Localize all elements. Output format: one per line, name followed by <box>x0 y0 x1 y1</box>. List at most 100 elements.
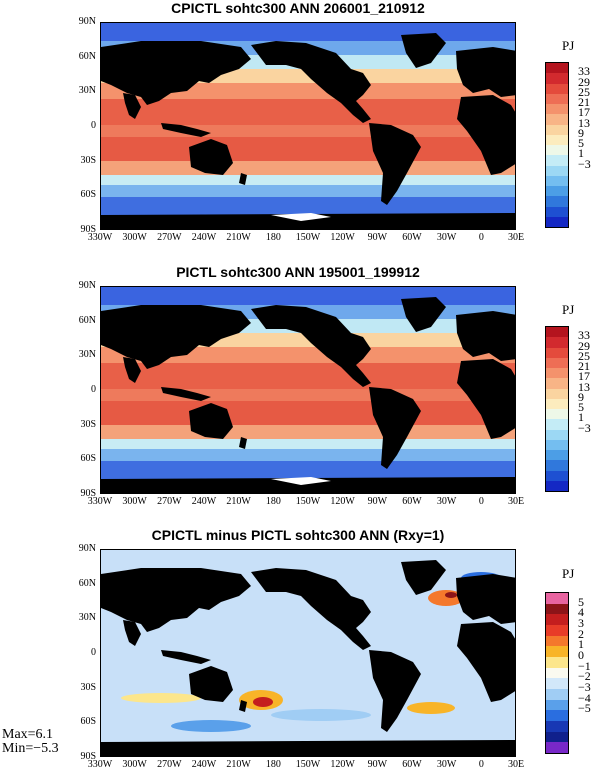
colorbar-swatch <box>546 678 568 689</box>
anomaly-blob <box>253 697 273 707</box>
lat-tick-label: 60N <box>78 50 96 62</box>
land-mass <box>189 403 233 439</box>
lon-tick-label: 150W <box>295 759 321 770</box>
colorbar-swatch <box>546 470 568 481</box>
lon-tick-label: 90W <box>367 232 388 243</box>
lon-tick-label: 30E <box>507 496 525 507</box>
lat-tick-label: 60S <box>80 453 96 465</box>
lat-tick-label: 60S <box>80 189 96 201</box>
anomaly-blob <box>407 702 455 714</box>
land-mass <box>101 305 251 369</box>
land-mass <box>251 305 371 387</box>
colorbar-label: 17 <box>578 105 590 120</box>
land-mass <box>369 123 421 205</box>
colorbar-swatch <box>546 667 568 679</box>
lon-tick-label: 60W <box>402 232 422 243</box>
lon-tick-label: 210W <box>226 232 251 243</box>
lat-tick-label: 30N <box>78 612 96 624</box>
colorbar-swatch <box>546 134 568 145</box>
colorbar-label: −3 <box>578 156 591 171</box>
land-mass <box>457 359 515 439</box>
lon-tick-label: 60W <box>402 759 422 770</box>
land-mass <box>369 650 421 732</box>
lon-tick-label: 150W <box>295 496 321 507</box>
lon-tick-label: 240W <box>191 232 217 243</box>
lon-tick-label: 0 <box>478 232 484 243</box>
colorbar-label: 3 <box>578 616 584 630</box>
lon-tick-label: 270W <box>157 496 182 507</box>
land-mass <box>101 41 251 105</box>
colorbar-label: 1 <box>578 146 584 161</box>
lon-tick-label: 180 <box>265 496 281 507</box>
lon-tick-label: 30W <box>436 232 457 243</box>
colorbar-swatch <box>546 93 568 104</box>
colorbar-label: 21 <box>578 95 590 109</box>
land-mass <box>101 213 515 229</box>
colorbar-label: 1 <box>578 410 584 425</box>
land-mass <box>123 620 141 646</box>
lat-tick-label: 0 <box>91 647 96 658</box>
lat-tick-label: 90N <box>78 543 96 554</box>
colorbar-swatch <box>546 347 568 358</box>
colorbar-swatch <box>546 460 568 471</box>
colorbar <box>545 326 569 492</box>
colorbar-unit: PJ <box>562 38 575 53</box>
colorbar-swatch <box>546 165 568 176</box>
min-label: Min=−5.3 <box>2 741 59 756</box>
ocean-band <box>101 185 515 197</box>
lat-tick-label: 90S <box>80 224 96 235</box>
colorbar-swatch <box>546 104 568 115</box>
colorbar-swatch <box>546 480 568 491</box>
colorbar-swatch <box>546 63 568 74</box>
colorbar-swatch <box>546 186 568 197</box>
lon-tick-label: 300W <box>122 232 147 243</box>
land-mass <box>239 437 247 449</box>
panel-title: CPICTL minus PICTL sohtc300 ANN (Rxy=1) <box>151 527 445 543</box>
colorbar-swatch <box>546 419 568 430</box>
colorbar-swatch <box>546 327 568 338</box>
colorbar-label: 5 <box>578 400 584 414</box>
lon-tick-label: 30W <box>436 496 457 507</box>
lon-tick-label: 30W <box>436 759 457 770</box>
lon-tick-label: 90W <box>367 759 388 770</box>
ocean-band <box>101 175 515 185</box>
lon-tick-label: 270W <box>157 232 182 243</box>
colorbar-label: 5 <box>578 136 584 150</box>
lon-tick-label: 60W <box>402 496 422 507</box>
lon-tick-label: 330W <box>87 232 113 243</box>
land-mass <box>239 700 247 712</box>
colorbar-label: 29 <box>578 74 590 89</box>
anomaly-blob <box>445 592 457 598</box>
colorbar-swatch <box>546 368 568 379</box>
lon-tick-label: 330W <box>87 759 113 770</box>
colorbar-swatch <box>546 73 568 84</box>
colorbar-label: −3 <box>578 680 591 694</box>
colorbar-swatch <box>546 646 568 657</box>
colorbar-swatch <box>546 83 568 94</box>
lon-tick-label: 180 <box>265 759 281 770</box>
colorbar-label: 21 <box>578 359 590 373</box>
colorbar-swatch <box>546 196 568 207</box>
panel-title: CPICTL sohtc300 ANN 206001_210912 <box>171 0 425 16</box>
ocean-band <box>101 461 515 479</box>
lat-tick-label: 90N <box>78 16 96 27</box>
colorbar-label: 17 <box>578 369 590 384</box>
colorbar-label: −2 <box>578 669 591 684</box>
lat-tick-label: 60N <box>78 577 96 589</box>
land-mass <box>456 47 515 97</box>
land-mass <box>161 123 211 137</box>
lon-tick-label: 300W <box>122 496 147 507</box>
ocean-band <box>101 287 515 305</box>
ocean-band <box>101 363 515 389</box>
colorbar-swatch <box>546 175 568 186</box>
colorbar-swatch <box>546 593 568 604</box>
colorbar-swatch <box>546 398 568 409</box>
lon-tick-label: 0 <box>478 759 484 770</box>
lat-tick-label: 90S <box>80 751 96 762</box>
colorbar-label: 0 <box>578 648 584 662</box>
colorbar-label: 5 <box>578 594 584 609</box>
land-mass <box>101 477 515 493</box>
land-mass <box>161 650 211 664</box>
lon-tick-label: 210W <box>226 496 251 507</box>
colorbar-swatch <box>546 710 568 721</box>
